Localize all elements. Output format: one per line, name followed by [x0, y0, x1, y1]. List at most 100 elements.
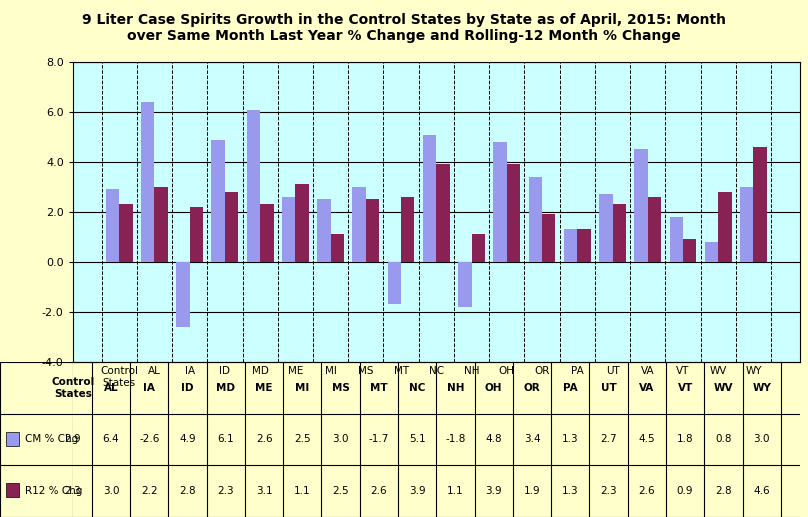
Text: 2.6: 2.6 — [371, 486, 387, 496]
Text: 2.7: 2.7 — [600, 434, 617, 445]
Bar — [528, 177, 542, 262]
Text: OH: OH — [485, 383, 503, 393]
Bar — [212, 140, 225, 262]
Text: 1.8: 1.8 — [677, 434, 693, 445]
Text: -1.7: -1.7 — [368, 434, 389, 445]
Bar — [542, 215, 555, 262]
Bar — [436, 164, 450, 262]
Bar — [190, 207, 203, 262]
Text: IA: IA — [143, 383, 155, 393]
Text: WV: WV — [713, 383, 733, 393]
Bar — [330, 235, 344, 262]
Text: CM % Chg: CM % Chg — [26, 434, 78, 445]
Text: NC: NC — [409, 383, 425, 393]
Bar — [494, 142, 507, 262]
Text: 4.9: 4.9 — [179, 434, 196, 445]
Bar — [106, 190, 119, 262]
Bar — [718, 192, 731, 262]
Bar — [423, 134, 436, 262]
Bar — [458, 262, 472, 307]
Text: WY: WY — [752, 383, 771, 393]
Bar — [472, 235, 485, 262]
Bar — [318, 200, 330, 262]
Text: MS: MS — [332, 383, 350, 393]
Bar — [282, 197, 296, 262]
Bar — [683, 239, 696, 262]
Text: 1.1: 1.1 — [294, 486, 310, 496]
Text: 4.6: 4.6 — [753, 486, 770, 496]
Bar — [6, 483, 19, 497]
Text: 2.3: 2.3 — [65, 486, 81, 496]
Bar — [176, 262, 190, 327]
Text: 3.1: 3.1 — [256, 486, 272, 496]
Text: 0.9: 0.9 — [677, 486, 693, 496]
Text: 4.5: 4.5 — [638, 434, 655, 445]
Text: 0.8: 0.8 — [715, 434, 731, 445]
Bar — [599, 194, 612, 262]
Text: 6.4: 6.4 — [103, 434, 120, 445]
Text: -1.8: -1.8 — [445, 434, 465, 445]
Text: 4.8: 4.8 — [486, 434, 502, 445]
Bar — [225, 192, 238, 262]
Bar — [564, 230, 577, 262]
Bar — [366, 200, 379, 262]
Bar — [296, 185, 309, 262]
Bar — [634, 149, 648, 262]
Text: 2.8: 2.8 — [715, 486, 732, 496]
Text: 2.9: 2.9 — [65, 434, 81, 445]
Text: 2.2: 2.2 — [141, 486, 158, 496]
Text: VT: VT — [677, 383, 692, 393]
Bar — [754, 147, 767, 262]
Text: 6.1: 6.1 — [217, 434, 234, 445]
Text: 2.3: 2.3 — [217, 486, 234, 496]
Text: 9 Liter Case Spirits Growth in the Control States by State as of April, 2015: Mo: 9 Liter Case Spirits Growth in the Contr… — [82, 13, 726, 43]
Bar — [352, 187, 366, 262]
Text: -2.6: -2.6 — [139, 434, 159, 445]
Text: 3.0: 3.0 — [332, 434, 349, 445]
Text: MI: MI — [295, 383, 309, 393]
Bar — [141, 102, 154, 262]
Text: 3.0: 3.0 — [103, 486, 120, 496]
Text: NH: NH — [447, 383, 465, 393]
Text: 2.8: 2.8 — [179, 486, 196, 496]
Text: 3.4: 3.4 — [524, 434, 541, 445]
Text: 3.9: 3.9 — [409, 486, 426, 496]
Bar — [260, 205, 274, 262]
Bar — [119, 205, 133, 262]
Text: 1.9: 1.9 — [524, 486, 541, 496]
Text: 2.6: 2.6 — [638, 486, 655, 496]
Text: 1.1: 1.1 — [447, 486, 464, 496]
Text: 1.3: 1.3 — [562, 434, 579, 445]
Text: 2.6: 2.6 — [256, 434, 272, 445]
Bar — [388, 262, 401, 305]
Bar — [154, 187, 168, 262]
Text: ME: ME — [255, 383, 273, 393]
Text: MT: MT — [370, 383, 388, 393]
Text: 2.5: 2.5 — [332, 486, 349, 496]
Bar — [648, 197, 661, 262]
Text: MD: MD — [217, 383, 235, 393]
Text: PA: PA — [563, 383, 578, 393]
Bar — [740, 187, 754, 262]
Bar — [507, 164, 520, 262]
Text: R12 % Chg: R12 % Chg — [26, 486, 83, 496]
Bar — [246, 110, 260, 262]
Bar — [705, 242, 718, 262]
Text: 1.3: 1.3 — [562, 486, 579, 496]
Bar — [670, 217, 683, 262]
Text: Control
States: Control States — [51, 377, 95, 399]
Bar — [401, 197, 415, 262]
Text: 5.1: 5.1 — [409, 434, 426, 445]
Text: 3.9: 3.9 — [486, 486, 502, 496]
Bar — [6, 432, 19, 446]
Bar — [612, 205, 626, 262]
Text: AL: AL — [103, 383, 118, 393]
Text: 2.3: 2.3 — [600, 486, 617, 496]
Text: ID: ID — [181, 383, 194, 393]
Bar — [577, 230, 591, 262]
Text: 2.5: 2.5 — [294, 434, 310, 445]
Text: OR: OR — [524, 383, 541, 393]
Text: VA: VA — [639, 383, 654, 393]
Text: UT: UT — [600, 383, 617, 393]
Text: 3.0: 3.0 — [753, 434, 770, 445]
